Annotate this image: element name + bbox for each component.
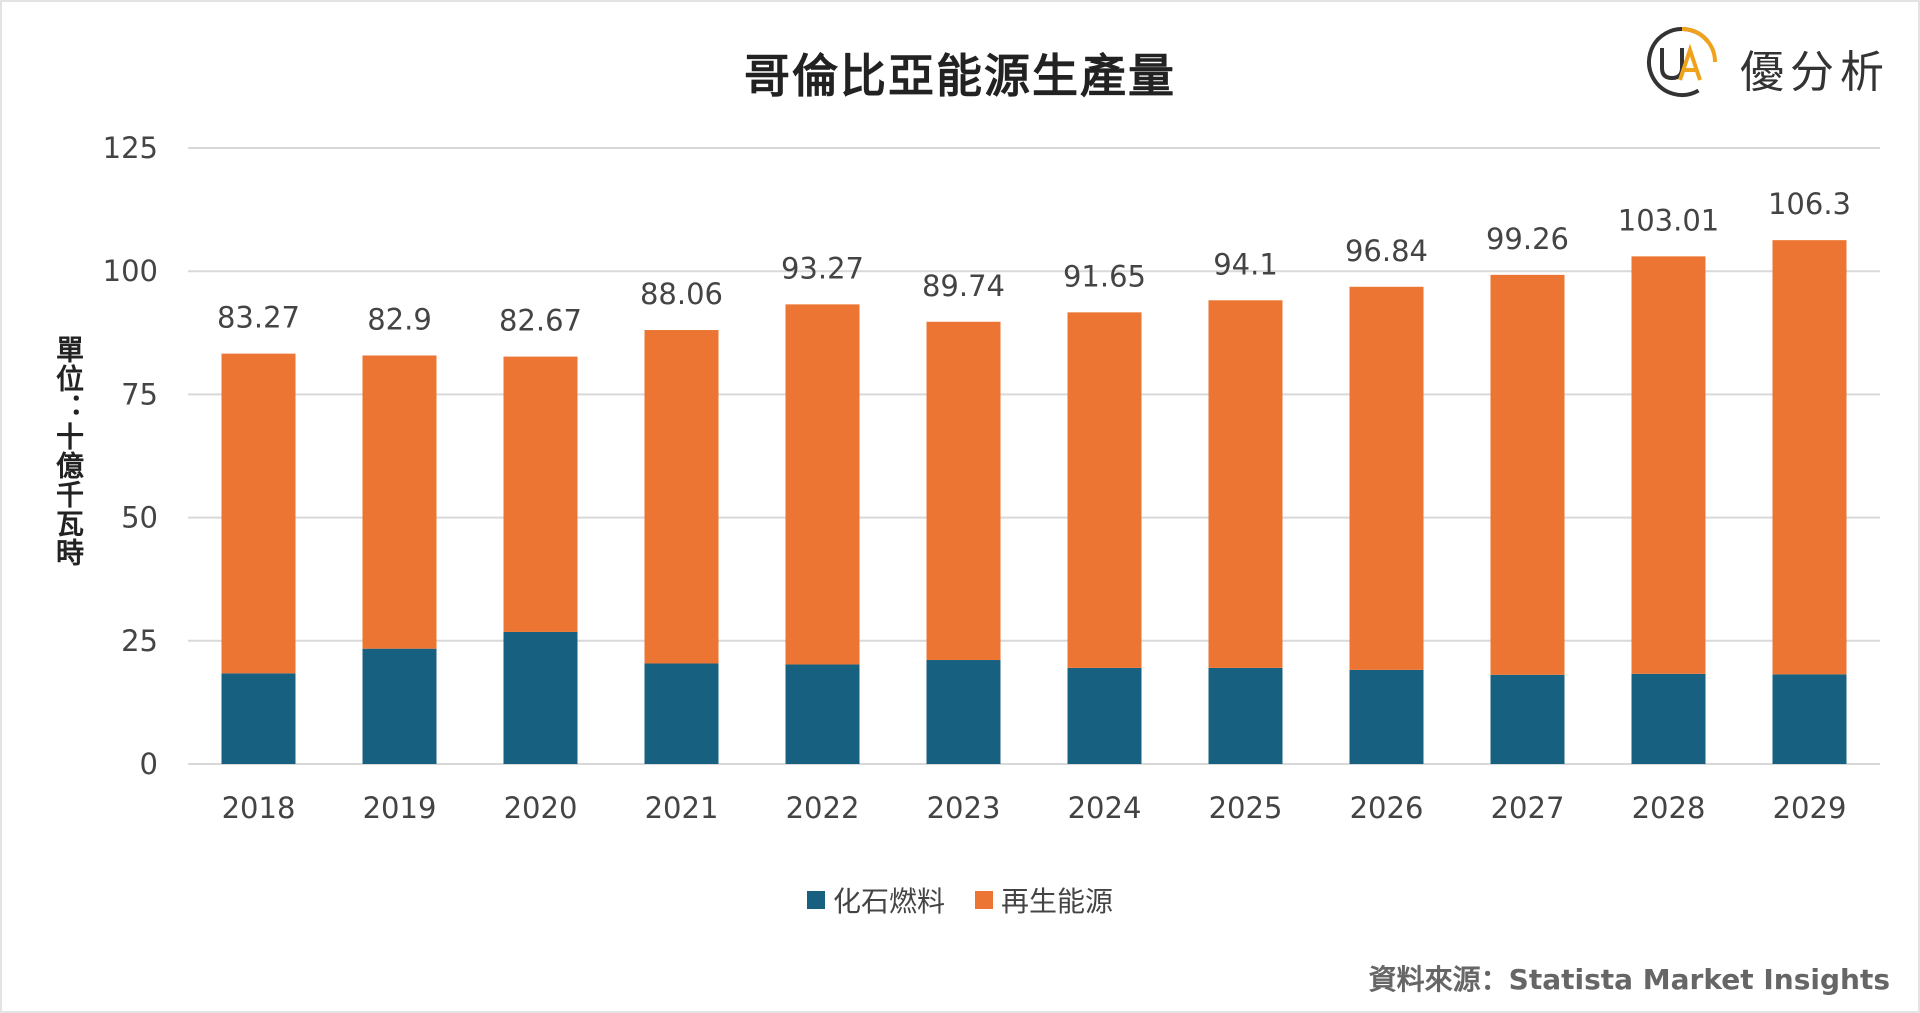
x-tick-label: 2020 bbox=[504, 791, 578, 825]
chart-title: 哥倫比亞能源生產量 bbox=[744, 49, 1176, 103]
total-data-label: 82.9 bbox=[367, 302, 432, 336]
bar-fossil bbox=[1490, 674, 1565, 764]
brand-logo: 優分析 bbox=[1644, 22, 1904, 102]
bar-fossil bbox=[1772, 674, 1847, 764]
bar-renewable bbox=[221, 353, 296, 674]
bar-renewable bbox=[644, 330, 719, 664]
x-tick-label: 2027 bbox=[1491, 791, 1565, 825]
total-data-label: 94.1 bbox=[1213, 247, 1278, 281]
total-data-label: 99.26 bbox=[1486, 222, 1569, 256]
bar-renewable bbox=[1349, 286, 1424, 670]
total-data-label: 103.01 bbox=[1618, 203, 1719, 237]
bar-renewable bbox=[503, 356, 578, 632]
bar-fossil bbox=[362, 648, 437, 764]
y-tick-label: 100 bbox=[103, 254, 158, 288]
bar-fossil bbox=[785, 664, 860, 764]
legend-swatch-renewable bbox=[975, 891, 993, 909]
total-data-label: 83.27 bbox=[217, 301, 300, 335]
legend-label-fossil: 化石燃料 bbox=[832, 885, 945, 918]
total-data-label: 89.74 bbox=[922, 269, 1005, 303]
bar-renewable bbox=[362, 355, 437, 649]
bar-fossil bbox=[1349, 669, 1424, 764]
legend-item-renewable: 再生能源 bbox=[975, 880, 1113, 920]
x-tick-label: 2022 bbox=[786, 791, 860, 825]
bar-renewable bbox=[1208, 300, 1283, 668]
logo-text: 優分析 bbox=[1740, 47, 1890, 98]
total-data-label: 106.3 bbox=[1768, 187, 1851, 221]
y-tick-label: 0 bbox=[140, 747, 158, 781]
bar-fossil bbox=[221, 673, 296, 764]
bar-renewable bbox=[1631, 256, 1706, 674]
data-source-note: 資料來源：Statista Market Insights bbox=[1368, 963, 1890, 996]
x-tick-label: 2025 bbox=[1209, 791, 1283, 825]
total-data-label: 96.84 bbox=[1345, 234, 1428, 268]
x-tick-label: 2029 bbox=[1773, 791, 1847, 825]
total-data-label: 88.06 bbox=[640, 277, 723, 311]
bar-fossil bbox=[926, 660, 1001, 764]
legend-label-renewable: 再生能源 bbox=[1001, 885, 1114, 918]
x-tick-label: 2024 bbox=[1068, 791, 1142, 825]
bar-fossil bbox=[644, 663, 719, 764]
y-axis-title: 單位：十億千瓦時 bbox=[52, 335, 85, 567]
y-tick-label: 50 bbox=[121, 501, 158, 535]
x-tick-label: 2028 bbox=[1632, 791, 1706, 825]
bar-renewable bbox=[926, 321, 1001, 661]
x-tick-label: 2018 bbox=[222, 791, 296, 825]
total-data-label: 91.65 bbox=[1063, 259, 1146, 293]
bar-renewable bbox=[1490, 274, 1565, 675]
bar-fossil bbox=[503, 631, 578, 764]
chart-legend: 化石燃料 再生能源 bbox=[0, 880, 1920, 920]
total-data-label: 93.27 bbox=[781, 251, 864, 285]
x-tick-label: 2019 bbox=[363, 791, 437, 825]
y-tick-label: 125 bbox=[103, 131, 158, 165]
bar-fossil bbox=[1208, 667, 1283, 764]
legend-swatch-fossil bbox=[806, 891, 825, 909]
x-tick-label: 2026 bbox=[1350, 791, 1424, 825]
x-tick-label: 2023 bbox=[927, 791, 1001, 825]
y-tick-label: 75 bbox=[121, 377, 158, 411]
bar-renewable bbox=[1772, 240, 1847, 675]
bar-fossil bbox=[1067, 667, 1142, 764]
bar-renewable bbox=[785, 304, 860, 665]
x-tick-label: 2021 bbox=[645, 791, 719, 825]
bar-renewable bbox=[1067, 312, 1142, 668]
total-data-label: 82.67 bbox=[499, 304, 582, 338]
y-tick-label: 25 bbox=[121, 624, 158, 658]
legend-item-fossil: 化石燃料 bbox=[806, 880, 945, 920]
ua-logo-icon bbox=[1647, 27, 1717, 97]
bar-fossil bbox=[1631, 673, 1706, 764]
